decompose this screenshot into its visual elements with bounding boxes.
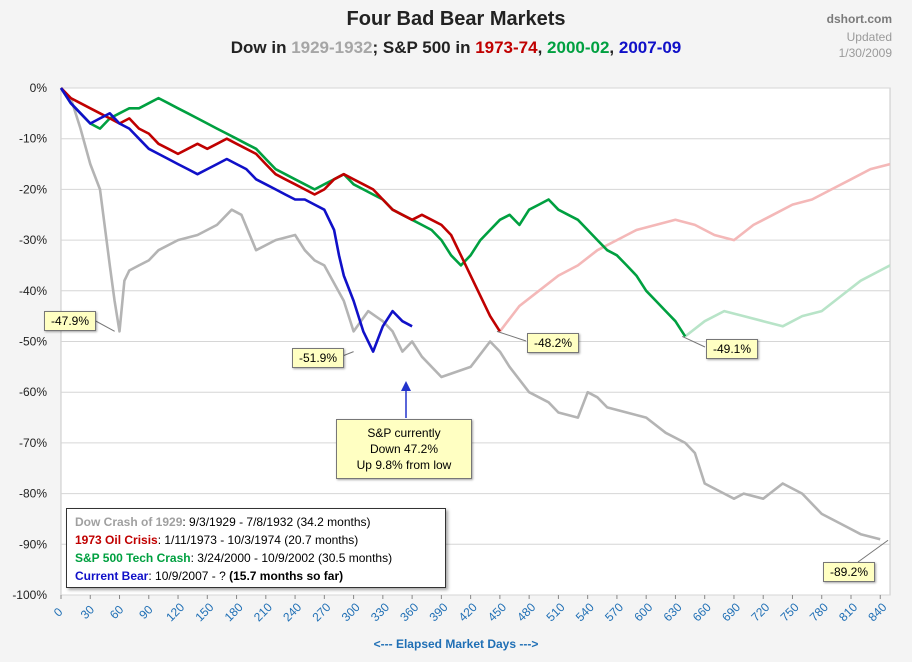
legend-series-name: Current Bear	[75, 569, 149, 583]
legend-entry: Current Bear: 10/9/2007 - ? (15.7 months…	[75, 569, 343, 583]
legend-detail: : 1/11/1973 - 10/3/1974 (20.7 months)	[157, 533, 359, 547]
series-line	[59, 87, 687, 338]
legend-entry: 1973 Oil Crisis: 1/11/1973 - 10/3/1974 (…	[75, 533, 358, 547]
legend-detail: : 10/9/2007 - ?	[148, 569, 230, 583]
note-line: Up 9.8% from low	[356, 458, 452, 472]
subtitle-part: 2007-09	[618, 38, 682, 57]
x-tick-label: 600	[631, 600, 655, 624]
y-tick-label: -30%	[19, 233, 47, 247]
legend-extra: (15.7 months so far)	[229, 569, 344, 583]
x-tick-label: 420	[456, 600, 480, 624]
x-tick-label: 510	[544, 600, 568, 624]
annotation-callout: -47.9%	[44, 311, 97, 331]
legend-series-name: 1973 Oil Crisis	[75, 533, 158, 547]
x-tick-label: 390	[427, 600, 451, 624]
y-tick-label: -40%	[19, 284, 47, 298]
x-tick-label: 720	[748, 600, 772, 624]
source-label: dshort.com	[826, 12, 892, 26]
x-tick-label: 210	[251, 600, 275, 624]
subtitle-part: 1973-74	[475, 38, 538, 57]
x-tick-label: 810	[836, 600, 860, 624]
note-line: S&P currently	[367, 426, 441, 440]
y-tick-label: -80%	[19, 487, 47, 501]
series-line	[59, 87, 413, 353]
legend-series-name: S&P 500 Tech Crash	[75, 551, 191, 565]
chart-subtitle: Dow in 1929-1932; S&P 500 in 1973-74, 20…	[0, 38, 912, 58]
x-tick-label: 30	[78, 602, 98, 622]
x-tick-label: 570	[602, 600, 626, 624]
x-tick-label: 90	[136, 602, 156, 622]
chart-title: Four Bad Bear Markets	[346, 8, 566, 30]
series-line	[684, 264, 891, 338]
note-arrow-head	[401, 381, 411, 391]
legend-detail: : 3/24/2000 - 10/9/2002 (30.5 months)	[190, 551, 393, 565]
series-line	[60, 87, 881, 541]
annotation-callout: -51.9%	[292, 348, 345, 368]
y-tick-label: 0%	[30, 81, 48, 95]
y-tick-label: -90%	[19, 537, 47, 551]
x-tick-label: 240	[280, 600, 304, 624]
callout-leader	[496, 330, 527, 342]
x-tick-label: 120	[163, 600, 187, 624]
x-tick-label: 60	[107, 602, 127, 622]
x-tick-label: 360	[397, 600, 421, 624]
x-tick-label: 270	[309, 600, 333, 624]
y-tick-label: -100%	[12, 588, 47, 602]
annotation-callout: -48.2%	[527, 333, 580, 353]
updated-date: 1/30/2009	[838, 46, 892, 60]
subtitle-part: ; S&P 500 in	[372, 38, 476, 57]
y-tick-label: -10%	[19, 132, 47, 146]
y-tick-label: -50%	[19, 335, 47, 349]
series-line	[498, 162, 891, 333]
y-tick-label: -60%	[19, 385, 47, 399]
x-tick-label: 840	[865, 600, 889, 624]
legend: Dow Crash of 1929: 9/3/1929 - 7/8/1932 (…	[66, 508, 446, 588]
x-tick-label: 750	[778, 600, 802, 624]
note-line: Down 47.2%	[369, 442, 439, 456]
subtitle-part: ,	[537, 38, 548, 57]
series-line	[60, 87, 501, 333]
annotation-callout: -49.1%	[706, 339, 759, 359]
legend-entry: S&P 500 Tech Crash: 3/24/2000 - 10/9/200…	[75, 551, 392, 565]
x-tick-label: 660	[690, 600, 714, 624]
x-tick-label: 480	[514, 600, 538, 624]
x-tick-label: 780	[807, 600, 831, 624]
current-status-note: S&P currently Down 47.2% Up 9.8% from lo…	[336, 419, 472, 479]
annotation-callout: -89.2%	[823, 562, 876, 582]
subtitle-part: 1929-1932	[291, 38, 373, 57]
x-tick-label: 540	[573, 600, 597, 624]
callout-leader	[857, 539, 889, 563]
updated-label: Updated	[846, 30, 892, 44]
y-tick-label: -20%	[19, 182, 47, 196]
subtitle-part: Dow in	[230, 38, 292, 57]
x-tick-label: 300	[339, 600, 363, 624]
callout-leader	[682, 335, 706, 348]
x-tick-label: 150	[192, 600, 216, 624]
x-tick-label: 630	[661, 600, 685, 624]
x-tick-label: 690	[719, 600, 743, 624]
x-tick-label: 450	[485, 600, 509, 624]
legend-detail: : 9/3/1929 - 7/8/1932 (34.2 months)	[182, 515, 371, 529]
subtitle-part: 2000-02	[547, 38, 610, 57]
legend-series-name: Dow Crash of 1929	[75, 515, 183, 529]
legend-entry: Dow Crash of 1929: 9/3/1929 - 7/8/1932 (…	[75, 515, 371, 529]
subtitle-part: ,	[609, 38, 619, 57]
x-tick-label: 330	[368, 600, 392, 624]
x-axis-title: <--- Elapsed Market Days --->	[373, 637, 539, 651]
x-tick-label: 0	[51, 605, 66, 620]
y-tick-label: -70%	[19, 436, 47, 450]
x-tick-label: 180	[222, 600, 246, 624]
